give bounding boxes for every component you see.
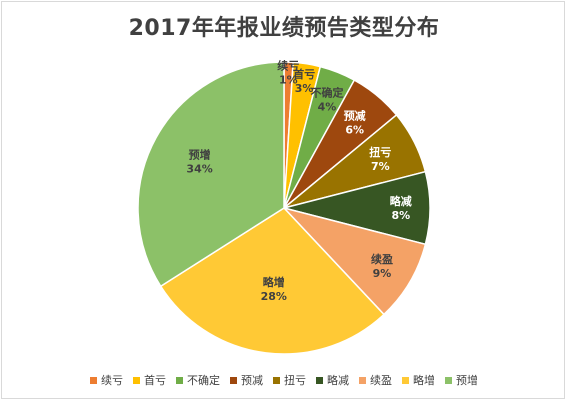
legend-label: 略增 [413, 374, 435, 387]
legend-item-yuzeng: 预增 [445, 372, 478, 388]
legend-item-luejian: 略减 [316, 372, 349, 388]
legend-swatch [176, 376, 183, 384]
slice-percent-label: 28% [261, 290, 287, 303]
legend-item-xuying: 续盈 [359, 372, 392, 388]
legend-swatch [230, 376, 237, 384]
slice-category-label: 不确定 [311, 85, 344, 99]
slice-category-label: 续盈 [371, 252, 393, 266]
chart-title: 2017年年报业绩预告类型分布 [128, 16, 440, 41]
legend-swatch [359, 376, 366, 384]
legend-swatch [273, 376, 280, 384]
legend-label: 预减 [241, 374, 263, 387]
slice-percent-label: 3% [295, 82, 314, 95]
legend-swatch [445, 376, 452, 384]
slice-category-label: 略增 [263, 275, 285, 289]
slice-category-label: 扭亏 [369, 145, 391, 159]
pie-slice-yuzeng [137, 61, 285, 288]
legend-item-buqueding: 不确定 [176, 372, 220, 388]
legend-swatch [316, 376, 323, 384]
slice-percent-label: 7% [371, 160, 390, 173]
legend-label: 扭亏 [284, 374, 306, 387]
slice-percent-label: 4% [318, 100, 337, 113]
slice-percent-label: 1% [279, 73, 298, 86]
legend-item-niukui: 扭亏 [273, 372, 306, 388]
legend-label: 预增 [456, 374, 478, 387]
slice-percent-label: 34% [186, 163, 212, 176]
slice-category-label: 略减 [390, 194, 412, 208]
legend-label: 首亏 [144, 374, 166, 387]
slice-percent-label: 6% [345, 124, 364, 137]
legend-label: 续盈 [370, 374, 392, 387]
legend-label: 不确定 [187, 374, 220, 387]
legend-swatch [402, 376, 409, 384]
pie-slice-luezeng [159, 207, 386, 355]
slice-category-label: 续亏 [277, 58, 299, 72]
legend-item-luezeng: 略增 [402, 372, 435, 388]
legend-item-xukui: 续亏 [90, 372, 123, 388]
slice-percent-label: 9% [373, 267, 392, 280]
pie-slice-xuying [281, 206, 427, 316]
slice-percent-label: 8% [391, 209, 410, 222]
legend-swatch [133, 376, 140, 384]
slice-category-label: 预减 [344, 109, 366, 123]
slice-category-label: 预增 [189, 148, 211, 162]
legend-label: 续亏 [101, 374, 123, 387]
legend-label: 略减 [327, 374, 349, 387]
legend-item-yujian: 预减 [230, 372, 263, 388]
slice-category-label: 首亏 [293, 67, 315, 81]
legend: 续亏 首亏 不确定 预减 扭亏 略减 续盈 略增 预增 [0, 372, 568, 388]
legend-item-shoukui: 首亏 [133, 372, 166, 388]
legend-swatch [90, 376, 97, 384]
